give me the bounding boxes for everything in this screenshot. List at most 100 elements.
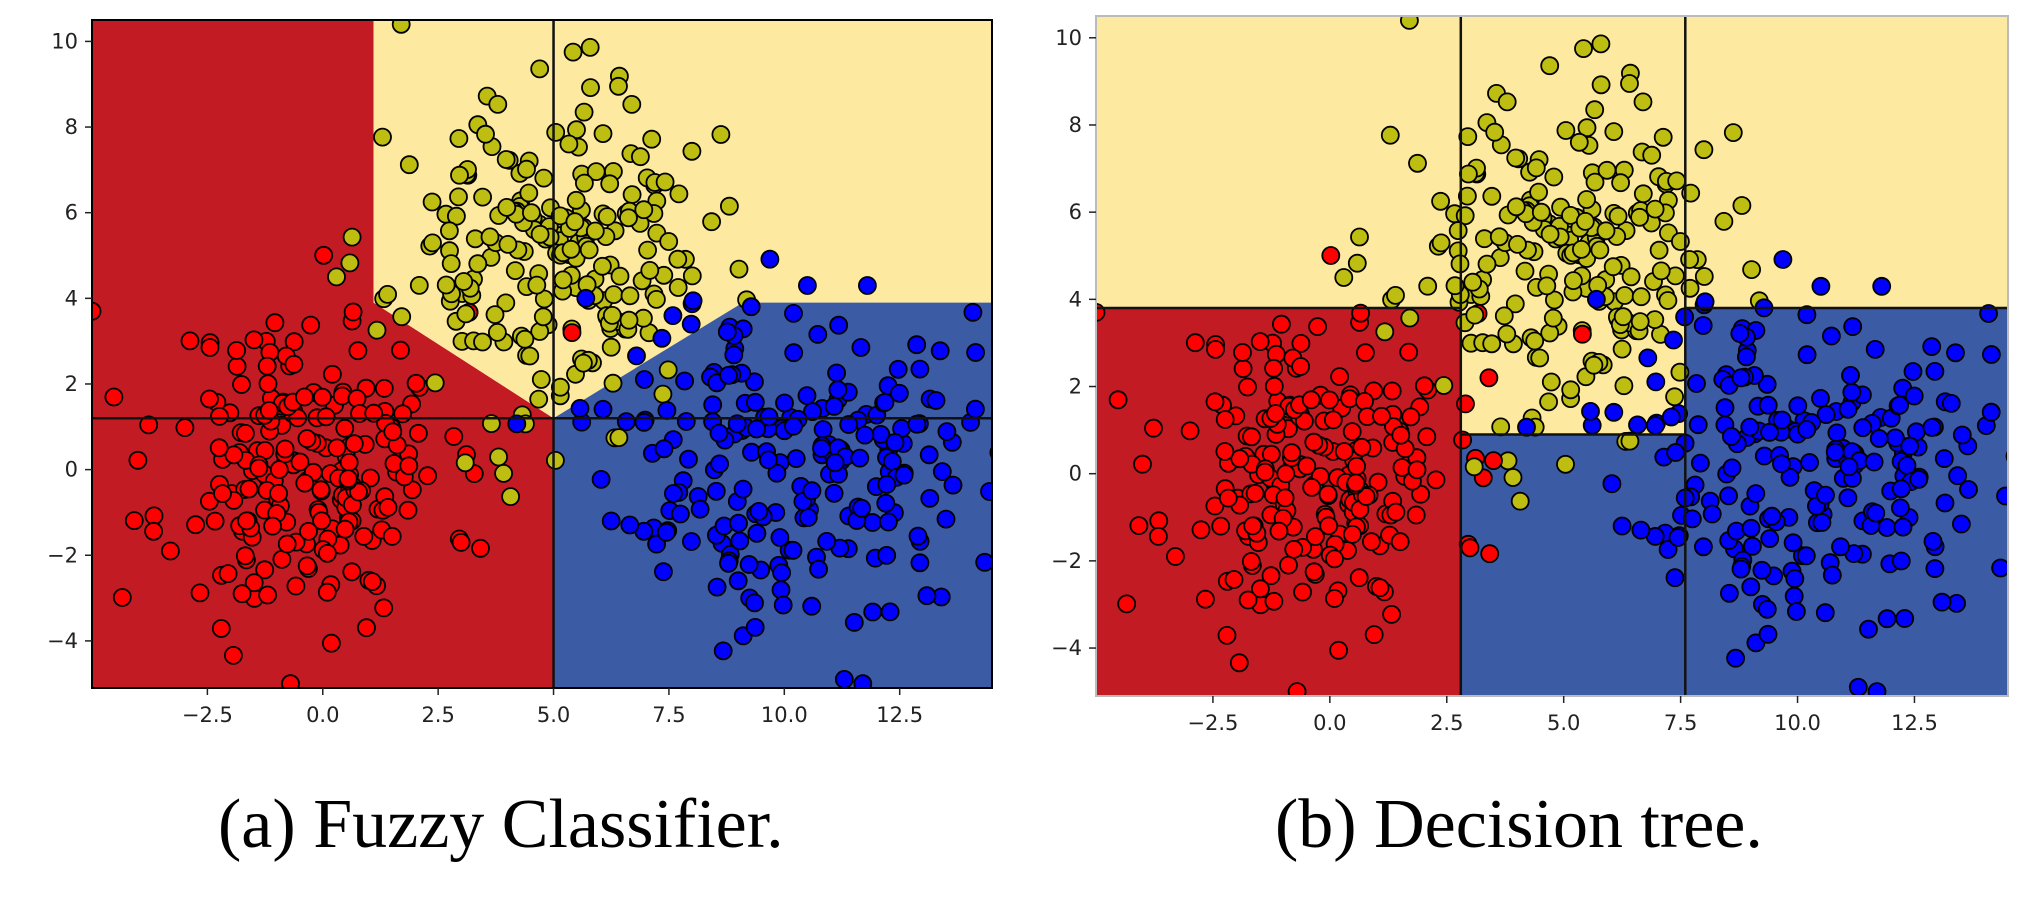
data-point-red bbox=[175, 418, 195, 438]
data-point-red bbox=[1266, 404, 1285, 423]
data-point-red bbox=[1325, 549, 1344, 569]
data-point-yellow bbox=[1445, 276, 1465, 296]
data-point-blue bbox=[724, 345, 744, 365]
data-point-yellow bbox=[367, 320, 387, 340]
data-point-blue bbox=[1658, 540, 1678, 559]
data-point-red bbox=[1243, 516, 1263, 536]
data-point-blue bbox=[1941, 393, 1961, 413]
data-point-red bbox=[224, 445, 244, 465]
data-point-yellow bbox=[574, 102, 594, 122]
data-point-blue bbox=[690, 499, 710, 519]
data-point-blue bbox=[709, 423, 729, 443]
data-point-blue bbox=[963, 302, 983, 322]
data-point-red bbox=[1250, 332, 1270, 352]
data-point-blue bbox=[1869, 429, 1889, 448]
data-point-blue bbox=[1715, 398, 1735, 418]
data-point-yellow bbox=[1630, 312, 1650, 332]
data-point-yellow bbox=[473, 332, 492, 352]
data-point-yellow bbox=[1584, 355, 1604, 375]
data-point-yellow bbox=[498, 234, 518, 254]
data-point-blue bbox=[1838, 399, 1858, 419]
data-point-red bbox=[1284, 540, 1304, 559]
data-point-red bbox=[275, 439, 295, 459]
data-point-blue bbox=[727, 414, 747, 434]
data-point-yellow bbox=[658, 360, 678, 380]
data-point-yellow bbox=[522, 203, 541, 223]
data-point-yellow bbox=[622, 95, 642, 114]
data-point-yellow bbox=[1603, 257, 1623, 277]
data-point-red bbox=[343, 302, 363, 322]
data-point-yellow bbox=[600, 174, 620, 194]
data-point-yellow bbox=[546, 450, 565, 470]
data-point-red bbox=[269, 483, 289, 503]
data-point-yellow bbox=[1591, 75, 1611, 95]
data-point-yellow bbox=[1564, 271, 1583, 291]
data-point-yellow bbox=[1506, 148, 1526, 168]
caption-a: (a) Fuzzy Classifier. bbox=[218, 786, 784, 863]
data-point-yellow bbox=[1537, 276, 1557, 296]
data-point-blue bbox=[1812, 513, 1832, 532]
data-point-red bbox=[1205, 392, 1225, 412]
data-point-blue bbox=[1722, 458, 1742, 478]
data-point-blue bbox=[1952, 514, 1971, 534]
data-point-red bbox=[200, 389, 219, 409]
data-point-blue bbox=[664, 484, 683, 503]
data-point-red bbox=[471, 538, 490, 558]
data-point-blue bbox=[827, 363, 846, 383]
data-point-yellow bbox=[1530, 348, 1550, 368]
data-point-yellow bbox=[1510, 491, 1530, 511]
data-point-blue bbox=[657, 401, 677, 420]
data-point-blue bbox=[1788, 396, 1808, 416]
data-point-blue bbox=[863, 602, 883, 622]
data-point-red bbox=[1370, 578, 1390, 598]
data-point-yellow bbox=[580, 38, 600, 57]
data-point-red bbox=[1460, 538, 1480, 558]
data-point-yellow bbox=[565, 212, 585, 232]
data-point-red bbox=[1144, 418, 1163, 438]
data-point-red bbox=[92, 301, 102, 321]
data-point-yellow bbox=[515, 329, 535, 349]
data-point-blue bbox=[1816, 485, 1835, 505]
data-point-red bbox=[232, 375, 251, 394]
data-point-yellow bbox=[602, 305, 622, 325]
data-point-red bbox=[1129, 516, 1149, 535]
data-point-red bbox=[213, 484, 232, 504]
data-point-red bbox=[1368, 472, 1388, 492]
data-point-red bbox=[104, 387, 124, 407]
data-point-blue bbox=[1948, 466, 1967, 486]
data-point-yellow bbox=[456, 304, 476, 324]
data-point-blue bbox=[809, 559, 828, 579]
data-point-yellow bbox=[655, 172, 675, 192]
data-point-blue bbox=[1934, 449, 1954, 469]
data-point-blue bbox=[728, 571, 748, 591]
data-point-blue bbox=[1827, 423, 1847, 443]
data-point-yellow bbox=[1515, 261, 1535, 281]
data-point-blue bbox=[876, 493, 896, 513]
data-point-red bbox=[1180, 421, 1200, 441]
data-point-blue bbox=[1815, 603, 1835, 623]
data-point-blue bbox=[1841, 365, 1860, 385]
data-point-blue bbox=[675, 371, 694, 391]
data-point-yellow bbox=[631, 147, 650, 167]
data-point-blue bbox=[772, 563, 791, 583]
data-point-red bbox=[180, 331, 200, 351]
data-point-yellow bbox=[1482, 334, 1502, 354]
data-point-red bbox=[1382, 381, 1402, 401]
data-point-red bbox=[128, 450, 148, 470]
data-point-red bbox=[249, 458, 269, 478]
data-point-red bbox=[408, 423, 428, 443]
data-point-blue bbox=[654, 439, 674, 459]
x-tick-label: 7.5 bbox=[652, 703, 685, 727]
data-point-blue bbox=[1839, 457, 1859, 477]
y-tick-label: 2 bbox=[1069, 375, 1082, 399]
data-point-red bbox=[1304, 432, 1324, 452]
data-point-blue bbox=[663, 306, 683, 326]
data-point-blue bbox=[593, 399, 613, 419]
data-point-yellow bbox=[610, 266, 630, 286]
data-point-red bbox=[1206, 339, 1225, 359]
data-point-yellow bbox=[1574, 39, 1593, 58]
data-point-yellow bbox=[551, 377, 570, 397]
y-tick-label: 2 bbox=[65, 372, 78, 396]
data-point-blue bbox=[627, 346, 646, 366]
data-point-yellow bbox=[1350, 227, 1369, 247]
